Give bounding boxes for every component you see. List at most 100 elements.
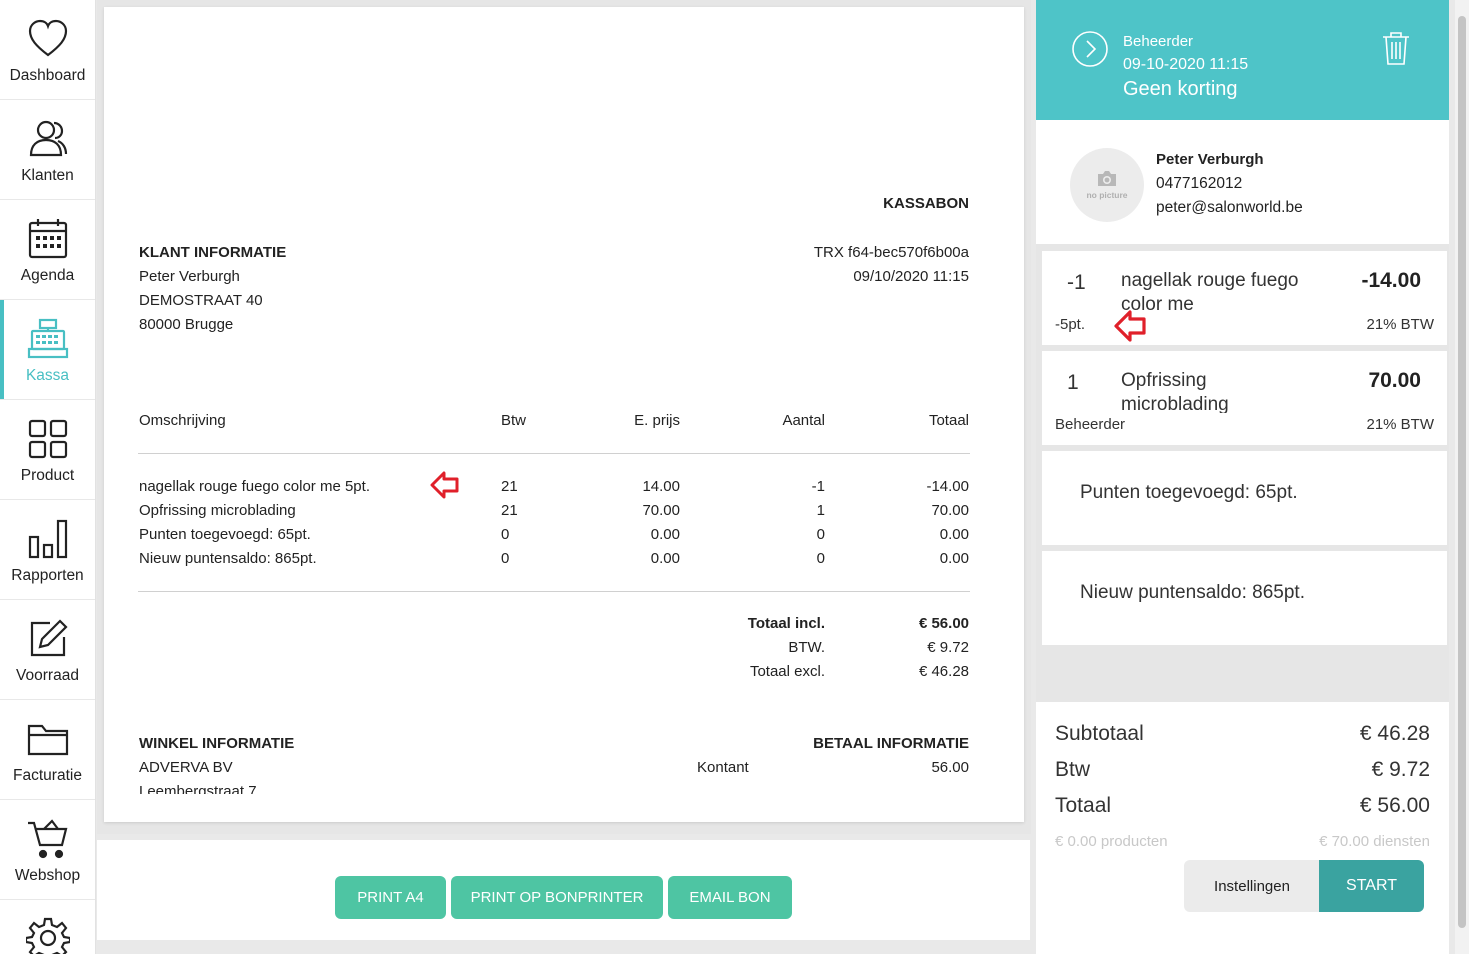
avatar: no picture [1070,148,1144,222]
points-balance-text: Nieuw puntensaldo: 865pt. [1080,582,1305,603]
sidebar-label-dashboard: Dashboard [9,67,86,84]
annotation-arrow-icon [1114,310,1146,342]
cart-line-vat: 21% BTW [1366,316,1434,333]
session-header: Beheerder 09-10-2020 11:15 Geen korting [1036,0,1449,120]
cart-line-name: nagellak rouge fuego color me [1121,269,1298,317]
print-a4-button[interactable]: PRINT A4 [335,876,446,919]
sidebar-label-facturatie: Facturatie [13,767,82,784]
points-added-text: Punten toegevoegd: 65pt. [1080,482,1298,503]
trash-icon[interactable] [1380,30,1412,66]
sidebar-item-settings[interactable] [0,900,95,954]
cart-line-item[interactable]: 1 Opfrissing microblading 70.00 Beheerde… [1042,351,1447,445]
products-total: € 0.00 producten [1055,833,1168,850]
subtotal-value: € 46.28 [1359,722,1430,745]
col-header-btw: Btw [501,412,527,429]
cart-icon [27,819,67,859]
cart-line-vat: 21% BTW [1366,416,1434,433]
transaction-id: TRX f64-bec570f6b00a [813,244,969,261]
session-discount[interactable]: Geen korting [1123,78,1238,100]
checkout-panel: Beheerder 09-10-2020 11:15 Geen korting … [1036,0,1449,954]
cart-line-item[interactable]: -1 nagellak rouge fuego color me -14.00 … [1042,251,1447,345]
customer-phone: 0477162012 [1156,175,1243,192]
sidebar-item-agenda[interactable]: Agenda [0,200,95,300]
cart-line-points: -5pt. [1055,316,1086,333]
print-bonprinter-button[interactable]: PRINT OP BONPRINTER [451,876,663,919]
shop-name: ADVERVA BV [139,759,233,776]
cart-line-quantity[interactable]: 1 [1067,371,1079,394]
row-price: 0.00 [650,526,680,543]
calendar-icon [28,219,67,259]
users-icon [29,120,67,157]
sidebar-label-voorraad: Voorraad [16,667,79,684]
session-user: Beheerder [1123,33,1194,50]
cash-register-icon [27,318,68,359]
cart-line-employee: Beheerder [1055,416,1126,433]
row-description: Nieuw puntensaldo: 865pt. [139,550,317,567]
total-label: Totaal [1055,794,1112,817]
client-info-heading: KLANT INFORMATIE [139,244,287,261]
row-btw: 21 [501,502,518,519]
grid-icon [28,419,67,459]
payment-info-heading: BETAAL INFORMATIE [813,735,969,752]
col-header-total: Totaal [928,412,969,429]
customer-name: Peter Verburgh [1156,151,1264,168]
summary-excl-value: € 46.28 [918,663,969,680]
row-quantity: 0 [816,526,825,543]
sidebar-item-facturatie[interactable]: Facturatie [0,700,95,800]
points-added-card: Punten toegevoegd: 65pt. [1042,451,1447,545]
scrollbar-thumb[interactable] [1458,16,1466,928]
row-description: Opfrissing microblading [139,502,296,519]
row-description: Punten toegevoegd: 65pt. [139,526,311,543]
client-name: Peter Verburgh [139,268,240,285]
cart-line-name-2: microblading [1121,394,1229,413]
col-header-unit-price: E. prijs [634,412,680,429]
sidebar-item-klanten[interactable]: Klanten [0,100,95,200]
btw-value: € 9.72 [1371,758,1430,781]
start-button[interactable]: START [1319,860,1424,912]
sidebar-item-rapporten[interactable]: Rapporten [0,500,95,600]
shop-info-heading: WINKEL INFORMATIE [139,735,295,752]
cart-line-name-1: Opfrissing [1121,370,1207,391]
sidebar-label-webshop: Webshop [14,867,81,884]
row-btw: 0 [501,526,510,543]
sidebar-item-dashboard[interactable]: Dashboard [0,0,95,100]
sidebar-item-product[interactable]: Product [0,400,95,500]
chevron-right-circle-icon[interactable] [1071,30,1109,68]
row-total: 0.00 [939,526,969,543]
client-street: DEMOSTRAAT 40 [139,292,263,309]
sidebar-item-voorraad[interactable]: Voorraad [0,600,95,700]
row-price: 70.00 [642,502,680,519]
row-quantity: 0 [816,550,825,567]
summary-btw-label: BTW. [788,639,825,656]
cart-line-name: Opfrissing microblading [1121,369,1229,413]
col-header-description: Omschrijving [139,412,226,429]
settings-button[interactable]: Instellingen [1184,860,1320,912]
session-datetime: 09-10-2020 11:15 [1123,56,1249,73]
email-receipt-button[interactable]: EMAIL BON [668,876,792,919]
gear-icon [25,917,70,954]
customer-card[interactable]: no picture Peter Verburgh 0477162012 pet… [1036,120,1449,244]
customer-email: peter@salonworld.be [1156,199,1303,216]
print-actions-bar: PRINT A4 PRINT OP BONPRINTER EMAIL BON [97,840,1030,940]
summary-incl-label: Totaal incl. [747,615,825,632]
row-quantity: 1 [816,502,825,519]
cart-line-quantity[interactable]: -1 [1067,271,1086,294]
subtotal-label: Subtotaal [1055,722,1144,745]
sidebar-item-webshop[interactable]: Webshop [0,800,95,900]
table-divider-top [138,453,970,454]
row-total: 0.00 [939,550,969,567]
total-value: € 56.00 [1359,794,1430,817]
table-divider-bottom [138,591,970,592]
edit-icon [30,619,68,657]
row-quantity: -1 [811,478,825,495]
page-scrollbar[interactable] [1455,0,1469,954]
services-total: € 70.00 diensten [1319,833,1430,850]
payment-amount: 56.00 [931,759,969,776]
camera-icon [1098,171,1116,186]
sidebar-label-agenda: Agenda [20,267,75,284]
sidebar-item-kassa[interactable]: Kassa [0,300,95,400]
points-balance-card: Nieuw puntensaldo: 865pt. [1042,551,1447,645]
client-city: 80000 Brugge [139,316,234,333]
payment-method: Kontant [697,759,749,776]
summary-incl-value: € 56.00 [918,615,969,632]
